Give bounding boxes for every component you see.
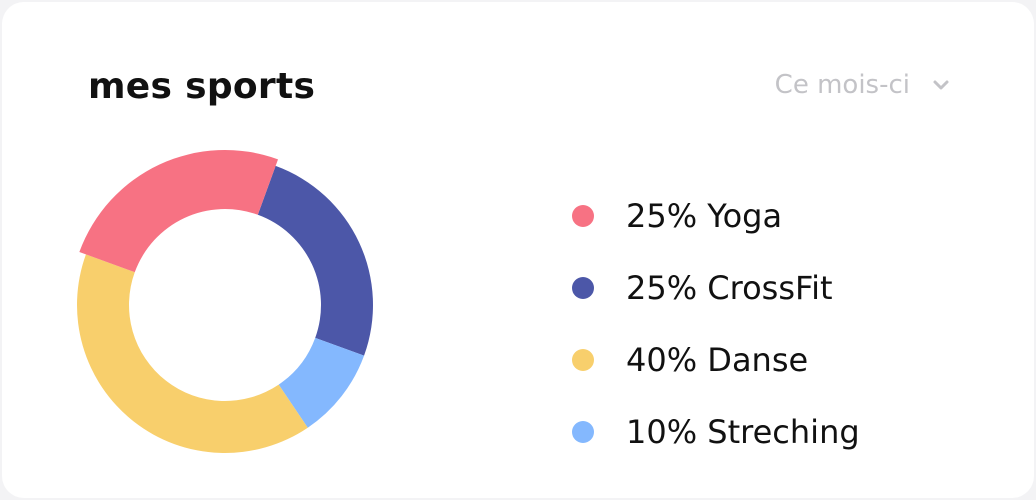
period-dropdown-label: Ce mois-ci xyxy=(774,70,910,100)
donut-segments xyxy=(77,150,373,453)
donut-segment-yoga xyxy=(79,150,279,273)
period-dropdown[interactable]: Ce mois-ci xyxy=(775,70,950,100)
donut-chart xyxy=(77,150,373,453)
legend-label-yoga: 25% Yoga xyxy=(626,197,783,235)
card-title: mes sports xyxy=(88,66,316,107)
legend-dot-yoga xyxy=(572,205,594,227)
legend-item-yoga: 25% Yoga xyxy=(572,180,860,252)
legend-item-danse: 40% Danse xyxy=(572,324,860,396)
donut-segment-streching xyxy=(278,337,365,428)
legend-label-streching: 10% Streching xyxy=(626,413,860,451)
chevron-down-icon xyxy=(933,80,949,90)
legend-label-danse: 40% Danse xyxy=(626,341,809,379)
legend-item-crossfit: 25% CrossFit xyxy=(572,252,860,324)
chart-legend: 25% Yoga 25% CrossFit 40% Danse 10% Stre… xyxy=(572,180,860,468)
legend-dot-streching xyxy=(572,421,594,443)
donut-segment-crossfit xyxy=(257,165,373,356)
legend-item-streching: 10% Streching xyxy=(572,396,860,468)
legend-label-crossfit: 25% CrossFit xyxy=(626,269,833,307)
legend-dot-danse xyxy=(572,349,594,371)
donut-segment-danse xyxy=(77,254,308,453)
legend-dot-crossfit xyxy=(572,277,594,299)
